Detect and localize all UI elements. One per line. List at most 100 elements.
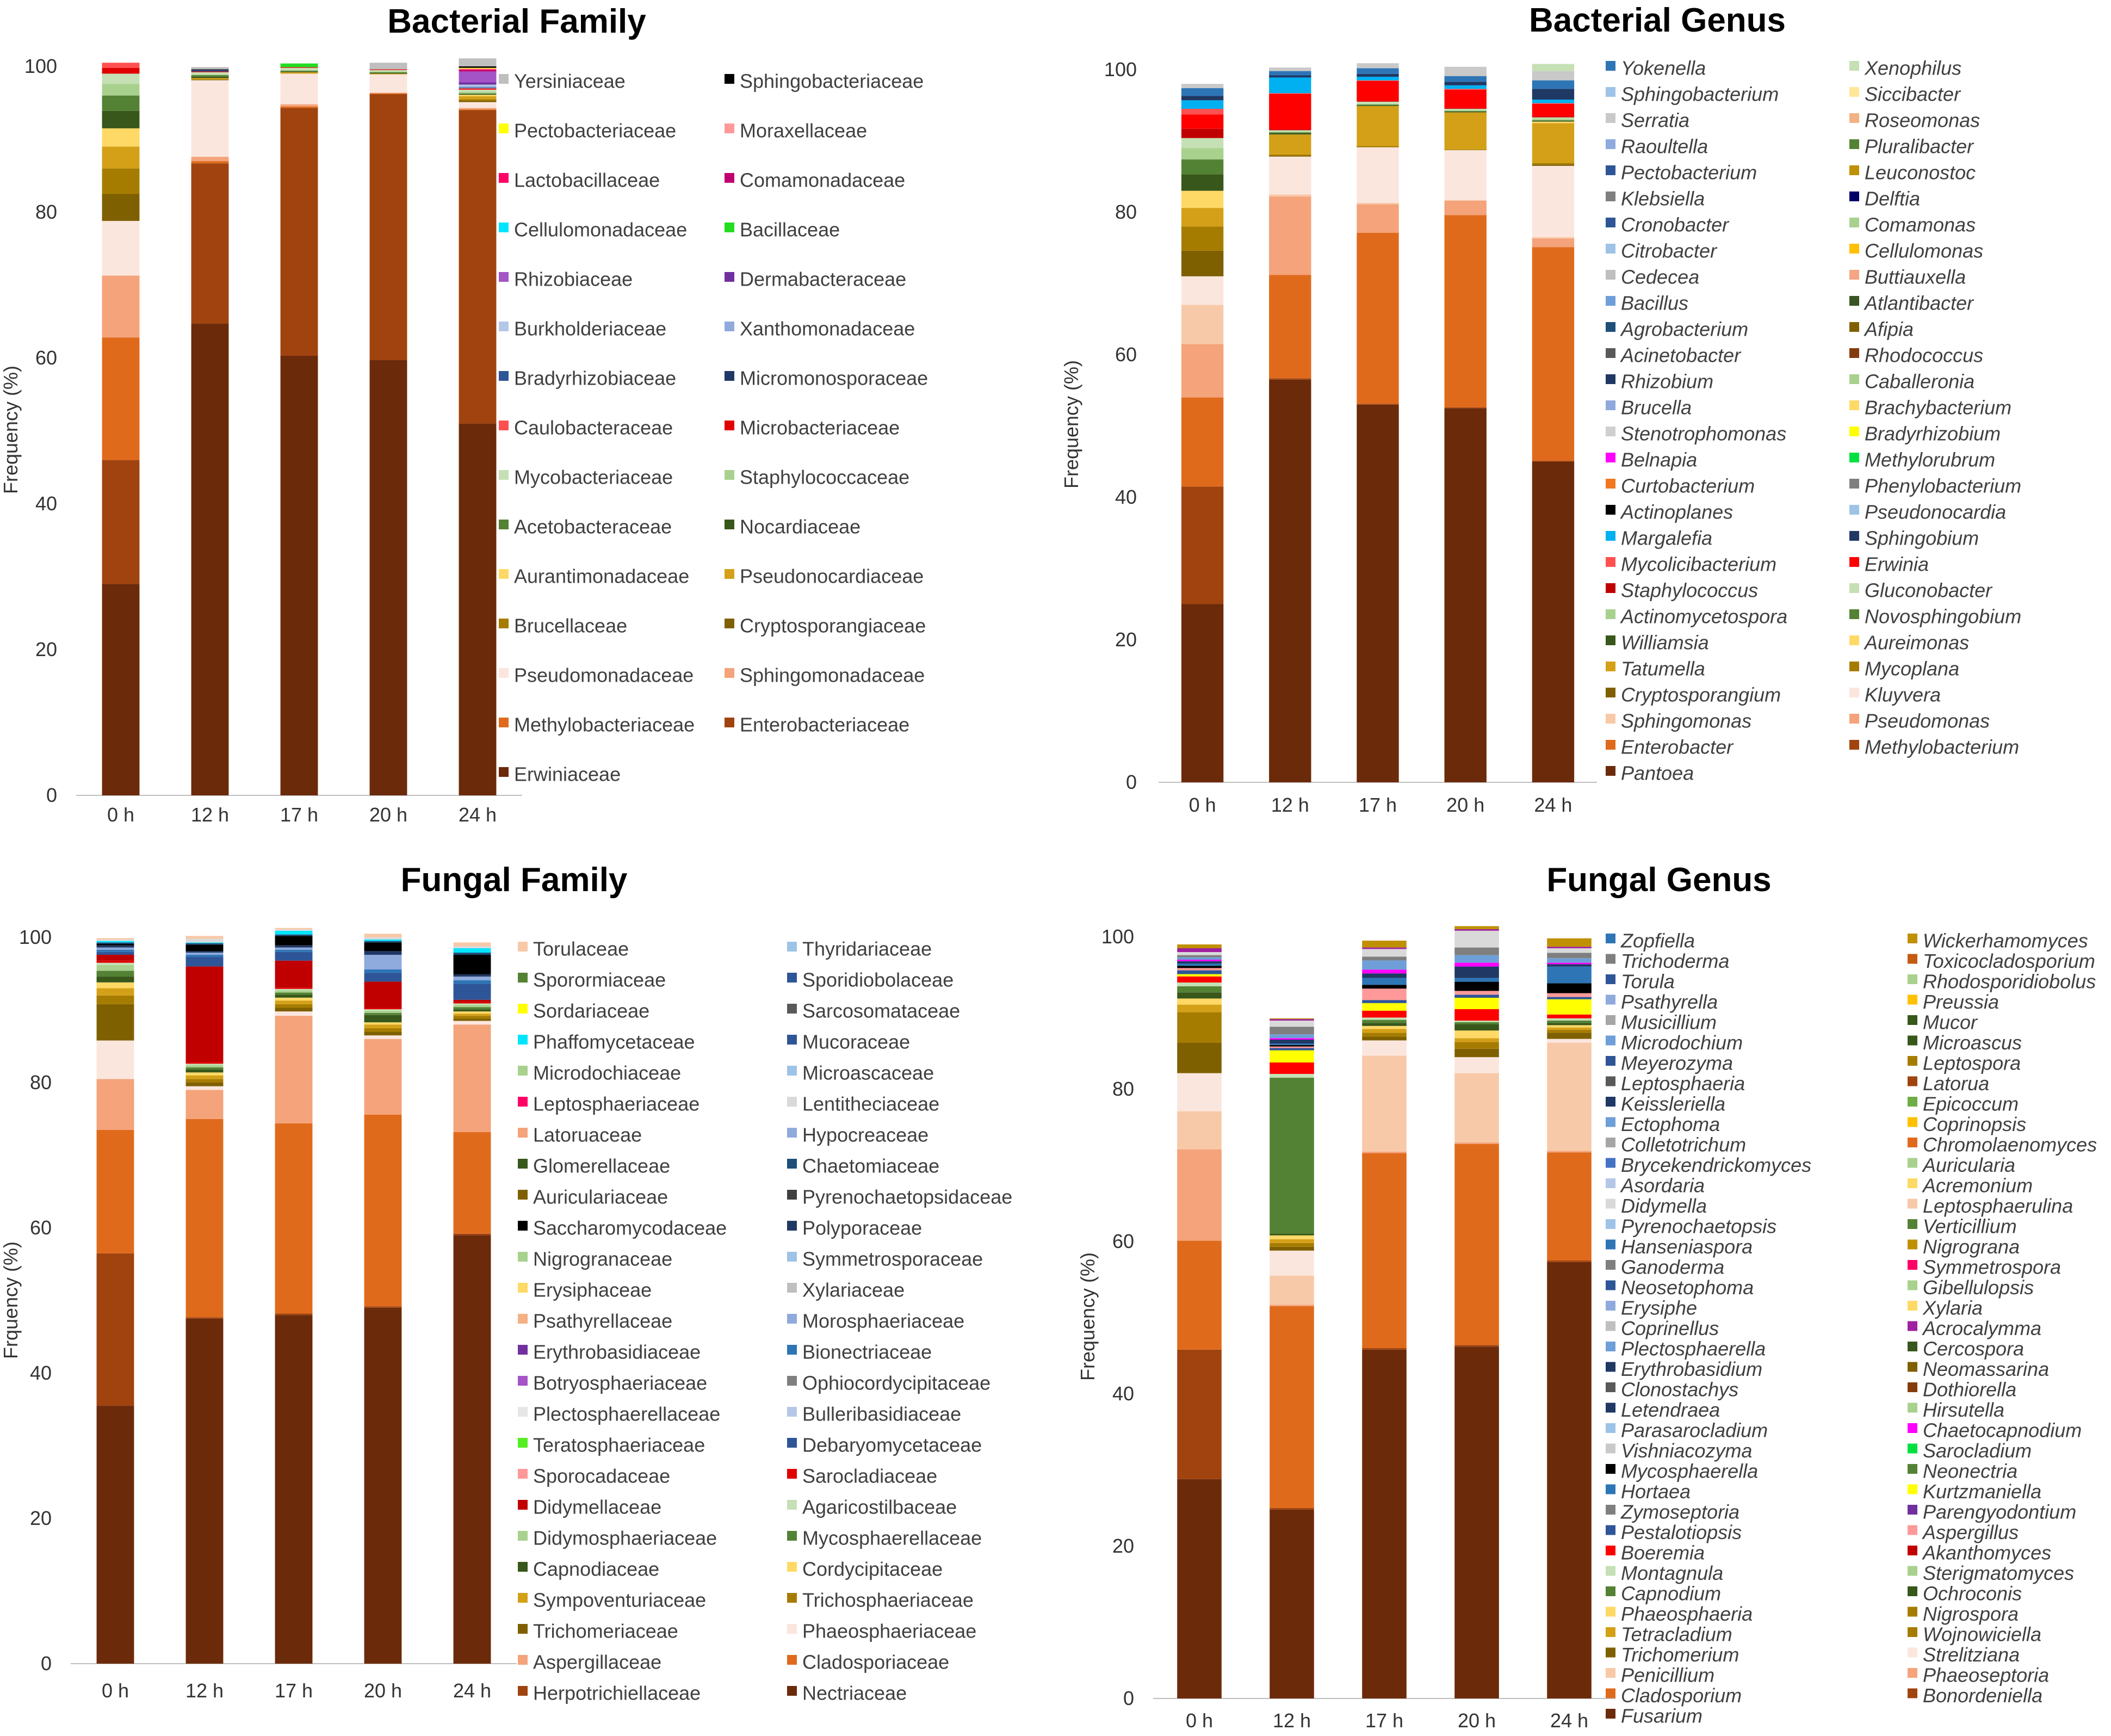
legend-label: Zopfiella (1620, 930, 1695, 952)
bar-segment-ectophoma (1362, 960, 1407, 970)
bar-segment-herpotrichiellaceae (185, 1317, 224, 1319)
bar-segment-capnodium (1547, 1021, 1592, 1023)
bar-segment-ochroconis (1454, 1024, 1499, 1031)
legend-label: Cladosporium (1621, 1684, 1742, 1707)
bar-segment-boeremia (1362, 1010, 1407, 1018)
bar-segment-methylobacteriaceae (280, 106, 318, 108)
legend-swatch (787, 1624, 797, 1634)
bar-segment-didymellaceae (96, 955, 134, 961)
bar-segment-aspergillus (1547, 993, 1592, 997)
bar-segment-methylobacteriaceae (102, 337, 140, 460)
bar-segment-montagnula (1454, 1021, 1499, 1022)
legend-label: Sporormiaceae (533, 969, 666, 991)
legend-swatch (787, 1469, 797, 1479)
legend-swatch (787, 1159, 797, 1169)
legend-swatch (1849, 688, 1859, 697)
legend-swatch (1606, 974, 1615, 984)
bar-segment-didymosphaeriaceae (185, 1065, 224, 1067)
legend-swatch (787, 1345, 797, 1355)
legend-swatch (1606, 244, 1615, 254)
legend-swatch (725, 173, 734, 183)
legend-swatch (725, 123, 734, 133)
bar-segment-debaryomycetaceae (453, 984, 491, 1000)
bar-segment-caulobacteraceae (459, 88, 497, 89)
bar-segment-debaryomycetaceae (185, 957, 224, 967)
bar-segment-erwinia (1532, 103, 1575, 117)
legend-label: Phaeoseptoria (1923, 1664, 2049, 1686)
legend-swatch (1849, 374, 1859, 384)
bar-segment-montagnula (1362, 1017, 1407, 1020)
legend-label: Mucoraceae (802, 1031, 910, 1053)
bar-segment-yokenella (1444, 76, 1487, 82)
legend-label: Brucella (1621, 397, 1692, 419)
bar-segment-kluyvera (1444, 150, 1487, 200)
bar-segment-gluconobacter (1444, 109, 1487, 110)
legend-label: Nigrograna (1923, 1235, 2020, 1258)
legend-swatch (1849, 609, 1859, 619)
bar-segment-novosphingobium (1181, 159, 1224, 175)
fungal-genus-chart: Fungal Genus Frequency (%) 0 20 40 60 80 100 0 h… (1076, 861, 2097, 1732)
bar-segment-sphingomonas (1269, 194, 1311, 197)
legend-swatch (1606, 1382, 1615, 1392)
bar-segment-tetracladium (1547, 1027, 1592, 1030)
legend-label: Neosetophoma (1621, 1276, 1754, 1299)
legend-label: Sporocadaceae (533, 1465, 670, 1487)
bar-segment-hortaea (1362, 978, 1407, 985)
legend-label: Auricularia (1922, 1154, 2015, 1176)
legend-swatch (1606, 662, 1615, 671)
bar-segment-pestalotiopsis (1547, 997, 1592, 999)
bar-segment-ectophoma (1454, 955, 1499, 963)
bar-segment-wojnowiciella (1177, 1012, 1222, 1043)
bar-segment-phaeosphaeria (1362, 1025, 1407, 1029)
bar-segment-cladosporium (1362, 1153, 1407, 1348)
bar-segment-mycoplana (1181, 226, 1224, 251)
bar-segment-margalefia (1357, 77, 1399, 81)
legend-swatch (1908, 1015, 1917, 1025)
legend-swatch (1908, 1525, 1917, 1535)
legend-swatch (787, 1004, 797, 1014)
bar-segment-pseudonocardiaceae (102, 146, 140, 169)
bar-segment-serratia (1532, 71, 1575, 81)
legend-label: Staphylococcus (1621, 579, 1758, 602)
legend-swatch (518, 1066, 528, 1076)
legend-label: Leptospora (1923, 1052, 2021, 1074)
legend-label: Teratosphaeriaceae (533, 1434, 705, 1456)
bar-segment-acrocalymma (1362, 947, 1407, 949)
legend-swatch (518, 1252, 528, 1262)
bar-segment-sarocladiaceae (364, 1008, 402, 1010)
bar-segment-microbacteriaceae (369, 69, 407, 70)
bar-segment-microbacteriaceae (459, 89, 497, 90)
bar-segment-phaeoseptoria (1362, 1151, 1407, 1153)
legend-label: Pectobacterium (1621, 162, 1757, 184)
bar-segment-phaffomycetaceae (453, 948, 491, 953)
x-tick-label: 24 h (1550, 1709, 1588, 1732)
legend-swatch (1849, 218, 1859, 227)
bar-segment-torulaceae (275, 928, 313, 930)
bar-segment-penicillium (1270, 1276, 1314, 1305)
x-tick-label: 20 h (369, 804, 407, 826)
legend-swatch (1606, 1688, 1615, 1698)
legend-label: Xanthomonadaceae (740, 318, 915, 340)
bacterial-genus-chart: Bacterial Genus Frequency (%) 0 20 40 60 80 100… (1060, 2, 2021, 816)
legend-label: Kurtzmaniella (1923, 1480, 2041, 1503)
bar-segment-pantoea (1269, 379, 1311, 782)
bar-segment-sarocladiaceae (453, 1002, 491, 1004)
bar-segment-trichomeriaceae (185, 1083, 224, 1086)
y-tick-label: 80 (35, 201, 57, 223)
bar-segment-staphylococcaceae (459, 91, 497, 94)
legend-swatch (725, 74, 734, 84)
legend-swatch (1606, 61, 1615, 71)
legend-swatch (499, 421, 509, 430)
legend-swatch (1849, 139, 1859, 149)
bar-segment-aurantimonadaceae (102, 128, 140, 147)
legend-label: Sordariaceae (533, 1000, 649, 1022)
bar-segment-herpotrichiellaceae (275, 1313, 313, 1315)
legend-label: Morosphaeriaceae (802, 1310, 964, 1332)
bar-segment-sarocladiaceae (185, 1062, 224, 1064)
legend-label: Klebsiella (1621, 188, 1705, 210)
legend-swatch (1606, 1035, 1615, 1046)
legend-swatch (1606, 766, 1615, 776)
bar-segment-aspergillaceae (96, 1079, 134, 1130)
legend-swatch (518, 1655, 528, 1665)
legend-swatch (1606, 714, 1615, 724)
